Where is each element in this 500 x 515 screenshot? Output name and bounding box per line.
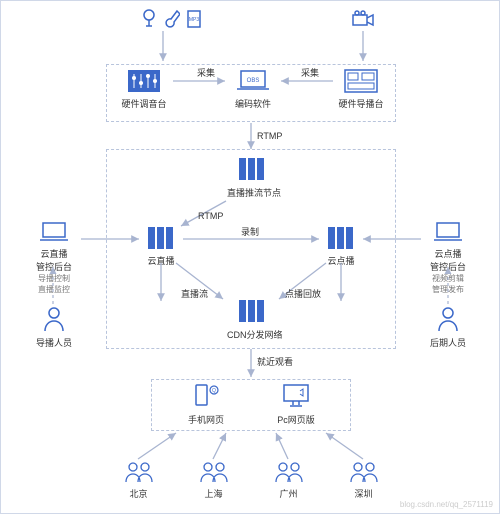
- cdn-label: CDN分发网络: [227, 328, 277, 341]
- people-icon: [341, 461, 386, 485]
- city-3: 深圳: [341, 461, 386, 500]
- mic-icon: [141, 9, 157, 31]
- right-person-label: 后期人员: [423, 336, 473, 349]
- left-sub2: 直播监控: [29, 284, 79, 295]
- push-node: 直播推流节点: [227, 156, 277, 199]
- mp3-label: MP3: [189, 17, 200, 23]
- encoder-label: 编码软件: [228, 97, 278, 110]
- pc-label: Pc网页版: [271, 413, 321, 426]
- audio-sources: MP3: [141, 9, 202, 31]
- right-person: 后期人员: [423, 306, 473, 349]
- pc-icon: [271, 383, 321, 411]
- live-console-label: 云直播 管控后台: [29, 247, 79, 273]
- right-sub: 视频剪辑 管理发布: [423, 273, 473, 295]
- switcher-node: 硬件导播台: [336, 69, 386, 110]
- cdn-node: CDN分发网络: [227, 298, 277, 341]
- city-0: 北京: [116, 461, 161, 500]
- mp3-icon: MP3: [186, 9, 202, 31]
- city-1: 上海: [191, 461, 236, 500]
- left-person: 导播人员: [29, 306, 79, 349]
- servers-icon: [227, 298, 277, 326]
- left-sub: 导播控制 直播监控: [29, 273, 79, 295]
- mobile-icon: Q: [181, 383, 231, 411]
- edge-nearby: 就近观看: [257, 356, 293, 367]
- pc-node: Pc网页版: [271, 383, 321, 426]
- push-label: 直播推流节点: [227, 186, 277, 199]
- city-1-label: 上海: [191, 487, 236, 500]
- city-2: 广州: [266, 461, 311, 500]
- guitar-icon: [164, 9, 180, 31]
- person-icon: [423, 306, 473, 334]
- left-person-label: 导播人员: [29, 336, 79, 349]
- mixer-icon: [119, 69, 169, 95]
- left-sub1: 导播控制: [29, 273, 79, 284]
- video-source: [351, 9, 375, 31]
- camera-icon: [351, 9, 375, 31]
- switcher-label: 硬件导播台: [336, 97, 386, 110]
- city-2-label: 广州: [266, 487, 311, 500]
- encoder-node: OBS 编码软件: [228, 69, 278, 110]
- servers-icon: [321, 226, 361, 252]
- laptop-icon: [29, 221, 79, 245]
- mixer-node: 硬件调音台: [119, 69, 169, 110]
- live-console: 云直播 管控后台: [29, 221, 79, 273]
- right-sub2: 管理发布: [423, 284, 473, 295]
- people-icon: [116, 461, 161, 485]
- servers-icon: [141, 226, 181, 252]
- watermark: blog.csdn.net/qq_2571119: [400, 500, 493, 509]
- vod-label: 云点播: [321, 254, 361, 267]
- people-icon: [191, 461, 236, 485]
- mobile-label: 手机网页: [181, 413, 231, 426]
- switcher-icon: [336, 69, 386, 95]
- live-label: 云直播: [141, 254, 181, 267]
- mixer-label: 硬件调音台: [119, 97, 169, 110]
- servers-icon: [227, 156, 277, 184]
- person-icon: [29, 306, 79, 334]
- city-0-label: 北京: [116, 487, 161, 500]
- vod-console-label: 云点播 管控后台: [423, 247, 473, 273]
- live-node: 云直播: [141, 226, 181, 267]
- laptop-icon: [423, 221, 473, 245]
- people-icon: [266, 461, 311, 485]
- right-sub1: 视频剪辑: [423, 273, 473, 284]
- obs-tag: OBS: [247, 78, 260, 84]
- laptop-icon: OBS: [228, 69, 278, 95]
- mobile-node: Q 手机网页: [181, 383, 231, 426]
- vod-node: 云点播: [321, 226, 361, 267]
- svg-text:Q: Q: [212, 388, 216, 394]
- vod-console: 云点播 管控后台: [423, 221, 473, 273]
- city-3-label: 深圳: [341, 487, 386, 500]
- edge-rtmp1: RTMP: [257, 131, 282, 141]
